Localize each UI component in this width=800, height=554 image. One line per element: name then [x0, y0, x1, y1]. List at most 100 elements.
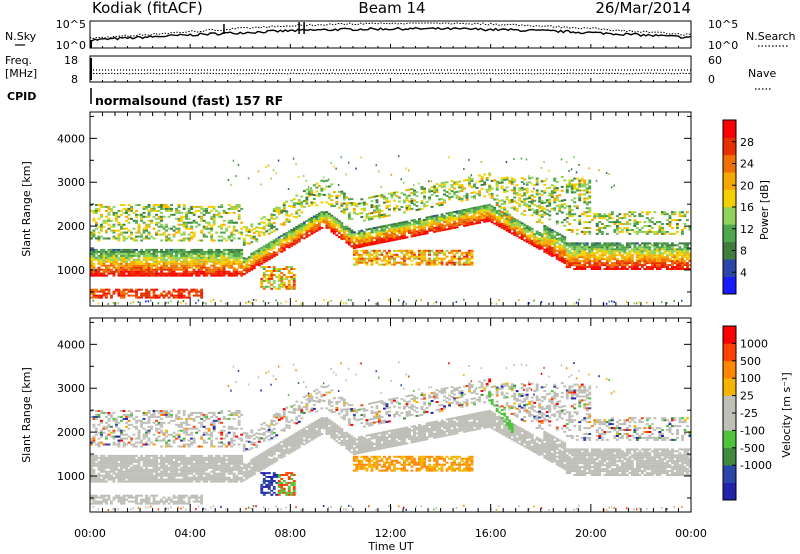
power-cell [595, 179, 598, 182]
power-cell [127, 258, 131, 261]
power-cell [580, 230, 584, 233]
power-cell [380, 239, 384, 242]
power-cell [357, 240, 361, 242]
power-cell [107, 272, 111, 275]
power-cell [671, 227, 674, 229]
power-cell [673, 260, 677, 263]
power-cell [663, 250, 667, 253]
power-cell [388, 299, 390, 302]
power-cell [413, 184, 415, 186]
power-cell [332, 222, 336, 225]
power-cell [252, 235, 256, 238]
power-cell [530, 231, 534, 234]
power-cell [197, 290, 201, 293]
power-cell [408, 249, 411, 252]
power-cell [588, 211, 592, 214]
power-cell [613, 223, 617, 225]
power-cell [553, 179, 557, 182]
power-cell [588, 264, 592, 267]
power-cell [152, 254, 156, 257]
power-cell [177, 250, 181, 253]
power-cell [245, 261, 249, 264]
power-cell [528, 181, 532, 184]
power-cell [177, 262, 181, 265]
power-cell [210, 215, 214, 218]
power-cell [530, 243, 534, 246]
power-cell [375, 259, 379, 262]
power-cell [155, 204, 159, 206]
power-cell [623, 252, 627, 255]
power-cell [130, 217, 134, 220]
power-cell [172, 294, 176, 297]
power-cell [162, 252, 166, 255]
power-cell [563, 242, 567, 245]
power-cell [620, 262, 624, 265]
power-cell [240, 254, 244, 257]
power-cell [570, 187, 574, 190]
power-cell [145, 296, 149, 299]
power-cell [380, 251, 384, 254]
power-cell [272, 268, 276, 270]
power-cell [450, 263, 454, 266]
power-cell [443, 220, 447, 223]
power-cell [185, 254, 189, 257]
power-cell [182, 215, 186, 218]
power-cell [648, 221, 652, 224]
power-cell [383, 259, 386, 262]
power-cell [305, 233, 309, 236]
power-cell [368, 299, 370, 302]
velocity-cell [100, 411, 103, 414]
power-cell [618, 244, 622, 247]
power-cell [125, 256, 129, 259]
power-cell [207, 227, 211, 230]
power-cell [368, 212, 371, 215]
power-cell [473, 197, 477, 200]
power-cell [210, 227, 214, 230]
power-cell [605, 256, 609, 259]
power-cell [385, 240, 389, 243]
power-cell [590, 248, 594, 251]
power-cell [115, 237, 118, 240]
power-cell [97, 272, 101, 275]
power-cell [643, 258, 647, 261]
power-cell [262, 221, 266, 224]
power-cell [640, 242, 644, 245]
power-cell [122, 264, 126, 267]
power-cell [368, 236, 371, 238]
power-cell [222, 268, 226, 271]
power-cell [583, 199, 587, 202]
power-cell [363, 231, 366, 234]
power-cell [162, 254, 166, 257]
power-cell [453, 263, 457, 266]
power-cell [145, 207, 149, 210]
power-cell [335, 234, 339, 237]
power-cell [120, 292, 123, 295]
power-cell [352, 237, 356, 240]
power-cell [195, 225, 199, 228]
power-cell [410, 229, 414, 232]
power-cell [245, 271, 249, 274]
power-cell [102, 272, 106, 275]
power-cell [212, 268, 216, 271]
power-cell [222, 258, 226, 261]
power-cell [583, 232, 587, 235]
power-cell [650, 258, 654, 261]
power-cell [390, 233, 394, 236]
power-cell [658, 256, 662, 259]
power-cell [440, 223, 444, 226]
power-cell [347, 161, 350, 164]
power-cell [285, 214, 289, 217]
power-cell [538, 238, 542, 240]
velocity-cell [95, 410, 98, 412]
velocity-cell [100, 502, 103, 505]
power-cell [155, 248, 159, 251]
power-cell [205, 225, 209, 228]
power-cell [152, 227, 156, 230]
power-cell [235, 248, 239, 251]
power-cell [570, 264, 574, 267]
power-cell [568, 183, 572, 186]
power-cell [590, 254, 594, 257]
power-cell [385, 214, 389, 217]
power-cell [628, 215, 632, 218]
power-cell [653, 244, 657, 247]
